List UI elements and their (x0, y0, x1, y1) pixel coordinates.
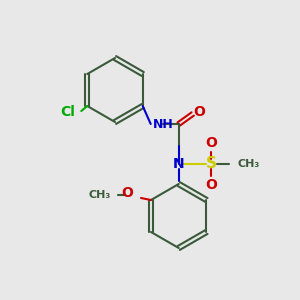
Text: CH₃: CH₃ (89, 190, 111, 200)
Text: O: O (205, 136, 217, 150)
Text: O: O (193, 105, 205, 119)
Text: CH₃: CH₃ (238, 159, 260, 169)
Text: Cl: Cl (60, 105, 75, 119)
Text: O: O (121, 186, 133, 200)
Text: NH: NH (153, 118, 173, 131)
Text: N: N (173, 157, 184, 171)
Text: S: S (206, 157, 217, 172)
Text: O: O (205, 178, 217, 192)
